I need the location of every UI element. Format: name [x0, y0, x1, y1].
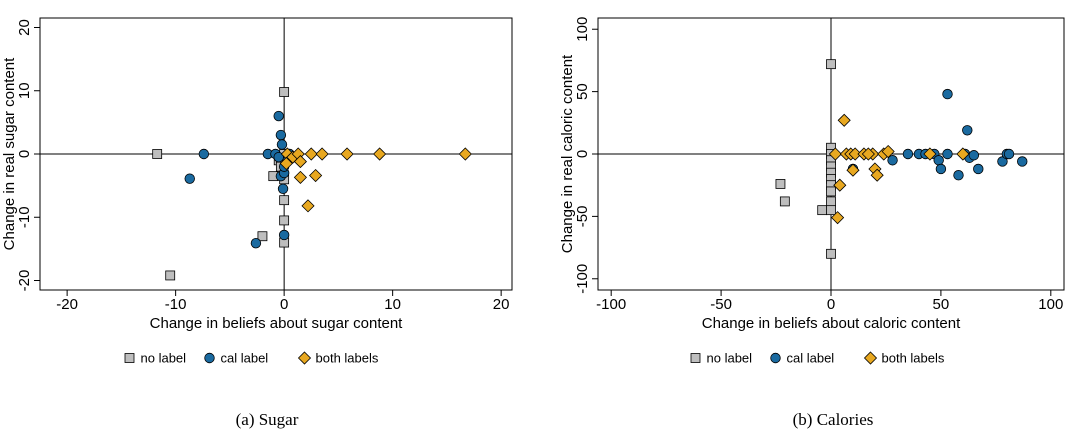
point	[277, 183, 289, 194]
x-tick-label: 0	[827, 296, 835, 313]
x-axis-title: Change in beliefs about sugar content	[150, 315, 404, 332]
point	[870, 168, 884, 182]
legend-marker	[770, 352, 781, 364]
point	[309, 168, 323, 183]
point	[826, 205, 836, 216]
point	[273, 110, 284, 122]
legend-marker	[124, 353, 135, 363]
point	[279, 195, 290, 206]
point	[953, 170, 964, 181]
point	[861, 147, 875, 161]
point	[881, 144, 895, 159]
y-axis-title: Change in real sugar content	[1, 57, 18, 250]
x-tick-label: 0	[280, 296, 288, 313]
point	[942, 88, 953, 100]
point	[275, 129, 287, 141]
x-tick-label: -100	[596, 296, 626, 313]
y-tick-label: 0	[16, 150, 33, 158]
point	[279, 215, 290, 226]
point	[968, 150, 980, 161]
point	[828, 147, 842, 161]
point	[340, 147, 354, 161]
point	[279, 156, 293, 171]
legend-label: both labels	[882, 350, 945, 365]
point	[846, 163, 860, 177]
point	[273, 151, 284, 163]
y-axis-title: Change in real caloric content	[559, 54, 576, 253]
y-tick-label: -10	[16, 206, 33, 228]
legend-marker	[204, 352, 215, 364]
y-tick-label: -100	[574, 264, 591, 294]
y-tick-label: 10	[16, 82, 33, 99]
x-tick-label: -10	[165, 296, 187, 313]
x-tick-label: -20	[56, 296, 78, 313]
point	[276, 139, 288, 150]
caption: (b) Calories	[793, 410, 874, 429]
legend-marker	[690, 353, 701, 363]
point	[833, 178, 847, 192]
point	[184, 173, 195, 184]
point	[923, 147, 937, 161]
point	[279, 87, 290, 97]
point	[373, 147, 387, 161]
point	[848, 147, 862, 161]
y-tick-label: -20	[16, 270, 33, 292]
legend-marker	[863, 351, 878, 365]
point	[831, 211, 845, 225]
y-tick-label: 0	[574, 150, 591, 158]
point	[304, 147, 318, 161]
y-tick-label: -50	[574, 206, 591, 228]
point	[942, 148, 953, 160]
point	[293, 170, 307, 184]
point	[1003, 148, 1015, 160]
legend-label: no label	[141, 350, 187, 365]
y-tick-label: 50	[574, 83, 591, 100]
legend-label: cal label	[221, 350, 269, 365]
caption: (a) Sugar	[236, 410, 299, 429]
y-tick-label: 20	[16, 19, 33, 36]
legend-label: both labels	[316, 350, 379, 365]
point	[301, 199, 315, 213]
point	[1017, 156, 1028, 167]
x-tick-label: 20	[493, 296, 510, 313]
point	[887, 155, 898, 166]
point	[837, 113, 851, 127]
x-axis-title: Change in beliefs about caloric content	[702, 315, 961, 332]
point	[902, 148, 914, 160]
point	[152, 149, 163, 159]
x-tick-label: -50	[710, 296, 732, 313]
point	[257, 231, 268, 242]
point	[826, 196, 836, 207]
point	[956, 147, 970, 161]
point	[933, 155, 944, 166]
point	[779, 196, 790, 207]
y-tick-label: 100	[574, 17, 591, 42]
point	[278, 229, 290, 241]
point	[458, 147, 472, 161]
legend-marker	[297, 351, 312, 365]
point	[315, 147, 329, 161]
point	[935, 163, 947, 175]
point	[165, 270, 176, 281]
x-tick-label: 10	[384, 296, 401, 313]
point	[826, 186, 836, 197]
point	[775, 179, 786, 189]
legend-label: cal label	[787, 350, 835, 365]
point	[817, 205, 828, 216]
legend-label: no label	[707, 350, 753, 365]
point	[826, 248, 836, 259]
x-tick-label: 50	[933, 296, 950, 313]
point	[250, 237, 262, 249]
point	[198, 148, 210, 160]
point	[962, 125, 973, 136]
point	[826, 59, 836, 70]
point	[293, 155, 307, 169]
x-tick-label: 100	[1038, 296, 1063, 313]
point	[973, 163, 984, 175]
